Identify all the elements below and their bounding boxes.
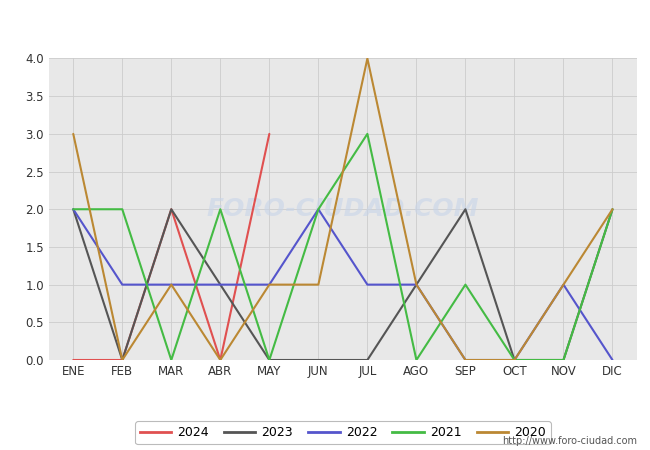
Text: http://www.foro-ciudad.com: http://www.foro-ciudad.com (502, 436, 637, 446)
Text: FORO-CIUDAD.COM: FORO-CIUDAD.COM (207, 197, 479, 221)
Legend: 2024, 2023, 2022, 2021, 2020: 2024, 2023, 2022, 2021, 2020 (135, 421, 551, 444)
Text: Matriculaciones de Vehiculos en Chimillas: Matriculaciones de Vehiculos en Chimilla… (151, 17, 499, 35)
